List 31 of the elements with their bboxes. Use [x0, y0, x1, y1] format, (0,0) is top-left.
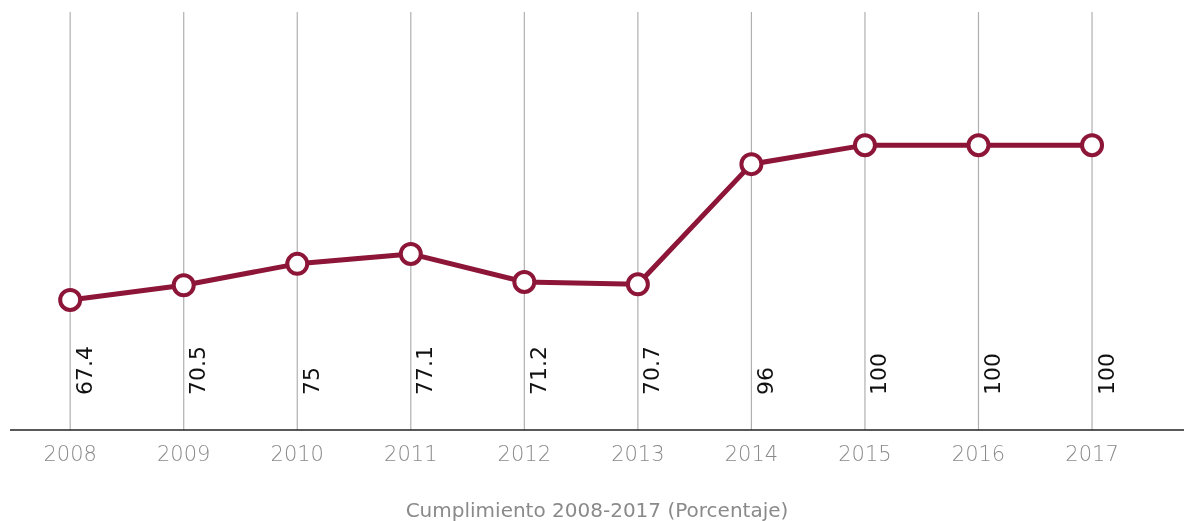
x-tick-label: 2014 — [724, 441, 779, 466]
point — [966, 133, 991, 158]
data-label: 100 — [866, 353, 892, 395]
point — [625, 272, 650, 297]
x-tick-label: 2013 — [611, 441, 665, 466]
data-label: 100 — [979, 353, 1005, 395]
x-tick-label: 2009 — [156, 441, 211, 466]
point — [852, 133, 877, 158]
x-axis-title: Cumplimiento 2008-2017 (Porcentaje) — [405, 498, 789, 521]
x-tick-label: 2015 — [838, 441, 892, 466]
point — [739, 152, 764, 177]
data-label: 70.7 — [639, 346, 665, 395]
data-label: 67.4 — [71, 346, 97, 395]
point — [512, 269, 537, 294]
point — [398, 241, 423, 266]
x-tick-label: 2008 — [43, 441, 97, 466]
x-tick-label: 2017 — [1065, 441, 1119, 466]
x-tick-label: 2010 — [270, 441, 324, 466]
point — [285, 251, 310, 276]
point — [1080, 133, 1105, 158]
point — [58, 287, 83, 312]
data-label: 100 — [1093, 353, 1119, 395]
data-label: 71.2 — [525, 346, 551, 395]
x-tick-label: 2011 — [384, 441, 438, 466]
point — [171, 273, 196, 298]
data-label: 70.5 — [185, 346, 211, 395]
data-label: 75 — [298, 367, 324, 395]
data-label: 96 — [752, 367, 778, 395]
x-tick-label: 2012 — [497, 441, 552, 466]
x-tick-label: 2016 — [951, 441, 1006, 466]
data-label: 77.1 — [412, 346, 438, 395]
